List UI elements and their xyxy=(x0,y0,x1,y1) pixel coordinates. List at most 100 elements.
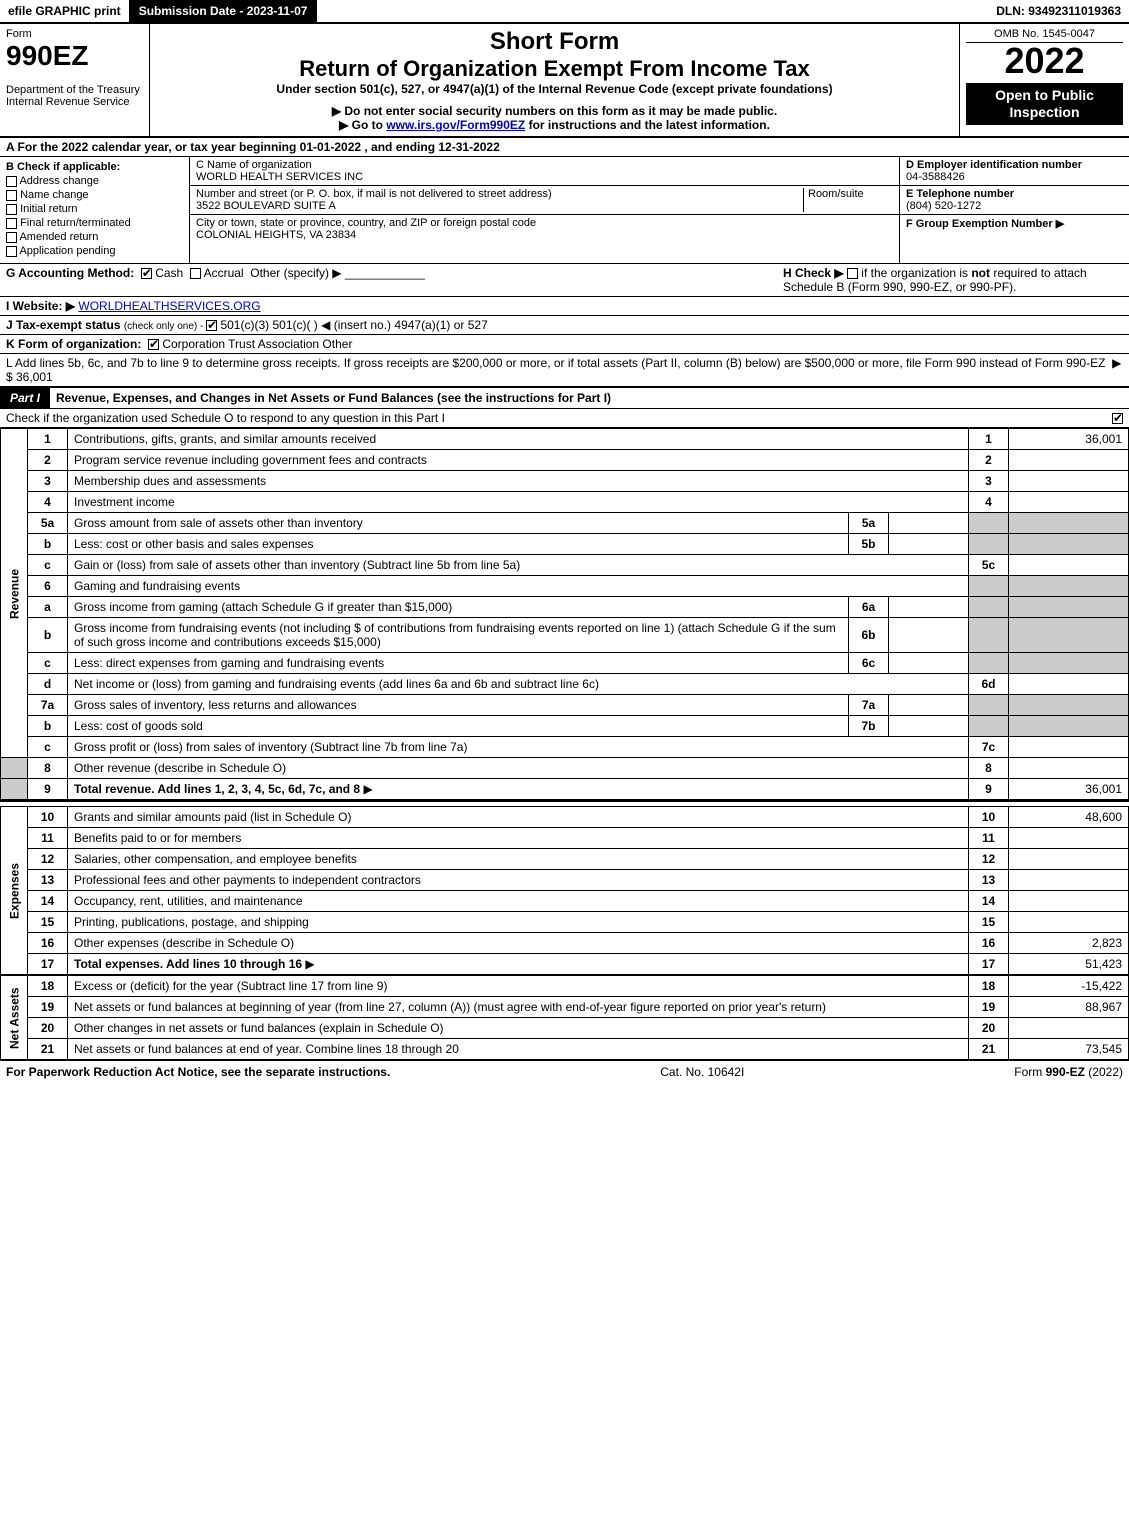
b-label: B Check if applicable: xyxy=(6,161,120,173)
f-label: F Group Exemption Number ▶ xyxy=(906,218,1064,230)
chk-application-pending[interactable]: Application pending xyxy=(6,245,183,257)
row-k-orgtype: K Form of organization: Corporation Trus… xyxy=(0,335,1129,354)
c-org-name: WORLD HEALTH SERVICES INC xyxy=(196,171,363,183)
chk-501c3[interactable] xyxy=(206,320,217,331)
chk-address-change[interactable]: Address change xyxy=(6,175,183,187)
e-label: E Telephone number xyxy=(906,188,1014,200)
line-7c: c Gross profit or (loss) from sales of i… xyxy=(1,737,1129,758)
g-other: Other (specify) ▶ xyxy=(250,266,341,280)
e-phone: (804) 520-1272 xyxy=(906,200,981,212)
row-gh: G Accounting Method: Cash Accrual Other … xyxy=(0,264,1129,297)
k-opts: Corporation Trust Association Other xyxy=(162,337,352,351)
part1-checkrow: Check if the organization used Schedule … xyxy=(0,409,1129,428)
f-group-block: F Group Exemption Number ▶ xyxy=(900,215,1129,232)
line-13: 13 Professional fees and other payments … xyxy=(1,870,1129,891)
c-name-block: C Name of organization WORLD HEALTH SERV… xyxy=(190,157,899,186)
j-sub: (check only one) - xyxy=(124,321,206,332)
row-j-status: J Tax-exempt status (check only one) - 5… xyxy=(0,316,1129,335)
header-right: OMB No. 1545-0047 2022 Open to Public In… xyxy=(959,24,1129,136)
street-block: Number and street (or P. O. box, if mail… xyxy=(190,186,899,215)
line-1: Revenue 1 Contributions, gifts, grants, … xyxy=(1,429,1129,450)
tax-year: 2022 xyxy=(966,43,1123,79)
line-6c: c Less: direct expenses from gaming and … xyxy=(1,653,1129,674)
line-5c: c Gain or (loss) from sale of assets oth… xyxy=(1,555,1129,576)
public-inspection-badge: Open to Public Inspection xyxy=(966,83,1123,125)
header-center: Short Form Return of Organization Exempt… xyxy=(150,24,959,136)
subtitle-ssn: ▶ Do not enter social security numbers o… xyxy=(156,104,953,118)
chk-cash[interactable] xyxy=(141,268,152,279)
subtitle-section: Under section 501(c), 527, or 4947(a)(1)… xyxy=(156,82,953,96)
line-9: 9 Total revenue. Add lines 1, 2, 3, 4, 5… xyxy=(1,779,1129,800)
i-label: I Website: ▶ xyxy=(6,299,75,313)
chk-corporation[interactable] xyxy=(148,339,159,350)
chk-final-return[interactable]: Final return/terminated xyxy=(6,217,183,229)
city-label: City or town, state or province, country… xyxy=(196,217,536,229)
g-accounting: G Accounting Method: Cash Accrual Other … xyxy=(6,266,783,294)
irs-link[interactable]: www.irs.gov/Form990EZ xyxy=(386,118,525,132)
e-phone-block: E Telephone number (804) 520-1272 xyxy=(900,186,1129,215)
form-header: Form 990EZ Department of the Treasury In… xyxy=(0,24,1129,138)
d-ein-block: D Employer identification number 04-3588… xyxy=(900,157,1129,186)
line-7a: 7a Gross sales of inventory, less return… xyxy=(1,695,1129,716)
line-2: 2 Program service revenue including gove… xyxy=(1,450,1129,471)
form-number: 990EZ xyxy=(6,40,89,71)
website-link[interactable]: WORLDHEALTHSERVICES.ORG xyxy=(78,299,260,313)
city-value: COLONIAL HEIGHTS, VA 23834 xyxy=(196,229,356,241)
submission-date: Submission Date - 2023-11-07 xyxy=(131,0,318,22)
subtitle-goto: ▶ Go to www.irs.gov/Form990EZ for instru… xyxy=(156,118,953,132)
line-4: 4 Investment income 4 xyxy=(1,492,1129,513)
room-label: Room/suite xyxy=(808,188,864,200)
line-6a: a Gross income from gaming (attach Sched… xyxy=(1,597,1129,618)
dept-label: Department of the Treasury xyxy=(6,84,140,96)
c-label: C Name of organization xyxy=(196,159,312,171)
line-10: Expenses 10 Grants and similar amounts p… xyxy=(1,807,1129,828)
page-footer: For Paperwork Reduction Act Notice, see … xyxy=(0,1060,1129,1083)
chk-initial-return[interactable]: Initial return xyxy=(6,203,183,215)
row-l-gross: L Add lines 5b, 6c, and 7b to line 9 to … xyxy=(0,354,1129,387)
l-text: L Add lines 5b, 6c, and 7b to line 9 to … xyxy=(6,356,1105,370)
line-5b: b Less: cost or other basis and sales ex… xyxy=(1,534,1129,555)
line-18: Net Assets 18 Excess or (deficit) for th… xyxy=(1,976,1129,997)
row-a-taxyear: A For the 2022 calendar year, or tax yea… xyxy=(0,138,1129,157)
j-label: J Tax-exempt status xyxy=(6,318,121,332)
netassets-table: Net Assets 18 Excess or (deficit) for th… xyxy=(0,975,1129,1060)
line-17: 17 Total expenses. Add lines 10 through … xyxy=(1,954,1129,975)
part1-check-text: Check if the organization used Schedule … xyxy=(6,411,445,425)
form-word: Form xyxy=(6,28,32,40)
h-schedule-b: H Check ▶ if the organization is not req… xyxy=(783,266,1123,294)
row-i-website: I Website: ▶ WORLDHEALTHSERVICES.ORG xyxy=(0,297,1129,316)
line-14: 14 Occupancy, rent, utilities, and maint… xyxy=(1,891,1129,912)
line-6b: b Gross income from fundraising events (… xyxy=(1,618,1129,653)
line-8: 8 Other revenue (describe in Schedule O)… xyxy=(1,758,1129,779)
row-a-text: A For the 2022 calendar year, or tax yea… xyxy=(6,140,500,154)
j-opts: 501(c)(3) 501(c)( ) ◀ (insert no.) 4947(… xyxy=(220,318,487,332)
netassets-label: Net Assets xyxy=(1,976,28,1060)
city-block: City or town, state or province, country… xyxy=(190,215,899,243)
revenue-table: Revenue 1 Contributions, gifts, grants, … xyxy=(0,428,1129,800)
expenses-label: Expenses xyxy=(1,807,28,975)
section-b: B Check if applicable: Address change Na… xyxy=(0,157,190,263)
chk-accrual[interactable] xyxy=(190,268,201,279)
part1-title: Revenue, Expenses, and Changes in Net As… xyxy=(50,388,617,408)
entity-block: B Check if applicable: Address change Na… xyxy=(0,157,1129,264)
expenses-table: Expenses 10 Grants and similar amounts p… xyxy=(0,806,1129,975)
line-19: 19 Net assets or fund balances at beginn… xyxy=(1,997,1129,1018)
street-label: Number and street (or P. O. box, if mail… xyxy=(196,188,552,200)
k-label: K Form of organization: xyxy=(6,337,141,351)
chk-name-change[interactable]: Name change xyxy=(6,189,183,201)
title-return: Return of Organization Exempt From Incom… xyxy=(156,56,953,82)
dln-label: DLN: 93492311019363 xyxy=(988,0,1129,22)
line-15: 15 Printing, publications, postage, and … xyxy=(1,912,1129,933)
line-6: 6 Gaming and fundraising events xyxy=(1,576,1129,597)
chk-amended-return[interactable]: Amended return xyxy=(6,231,183,243)
section-def: D Employer identification number 04-3588… xyxy=(899,157,1129,263)
efile-label[interactable]: efile GRAPHIC print xyxy=(0,0,131,22)
line-5a: 5a Gross amount from sale of assets othe… xyxy=(1,513,1129,534)
line-6d: d Net income or (loss) from gaming and f… xyxy=(1,674,1129,695)
chk-schedule-o[interactable] xyxy=(1112,413,1123,424)
footer-right: Form 990-EZ (2022) xyxy=(1014,1065,1123,1079)
g-label: G Accounting Method: xyxy=(6,266,134,280)
title-short-form: Short Form xyxy=(156,28,953,56)
line-12: 12 Salaries, other compensation, and emp… xyxy=(1,849,1129,870)
chk-h[interactable] xyxy=(847,268,858,279)
